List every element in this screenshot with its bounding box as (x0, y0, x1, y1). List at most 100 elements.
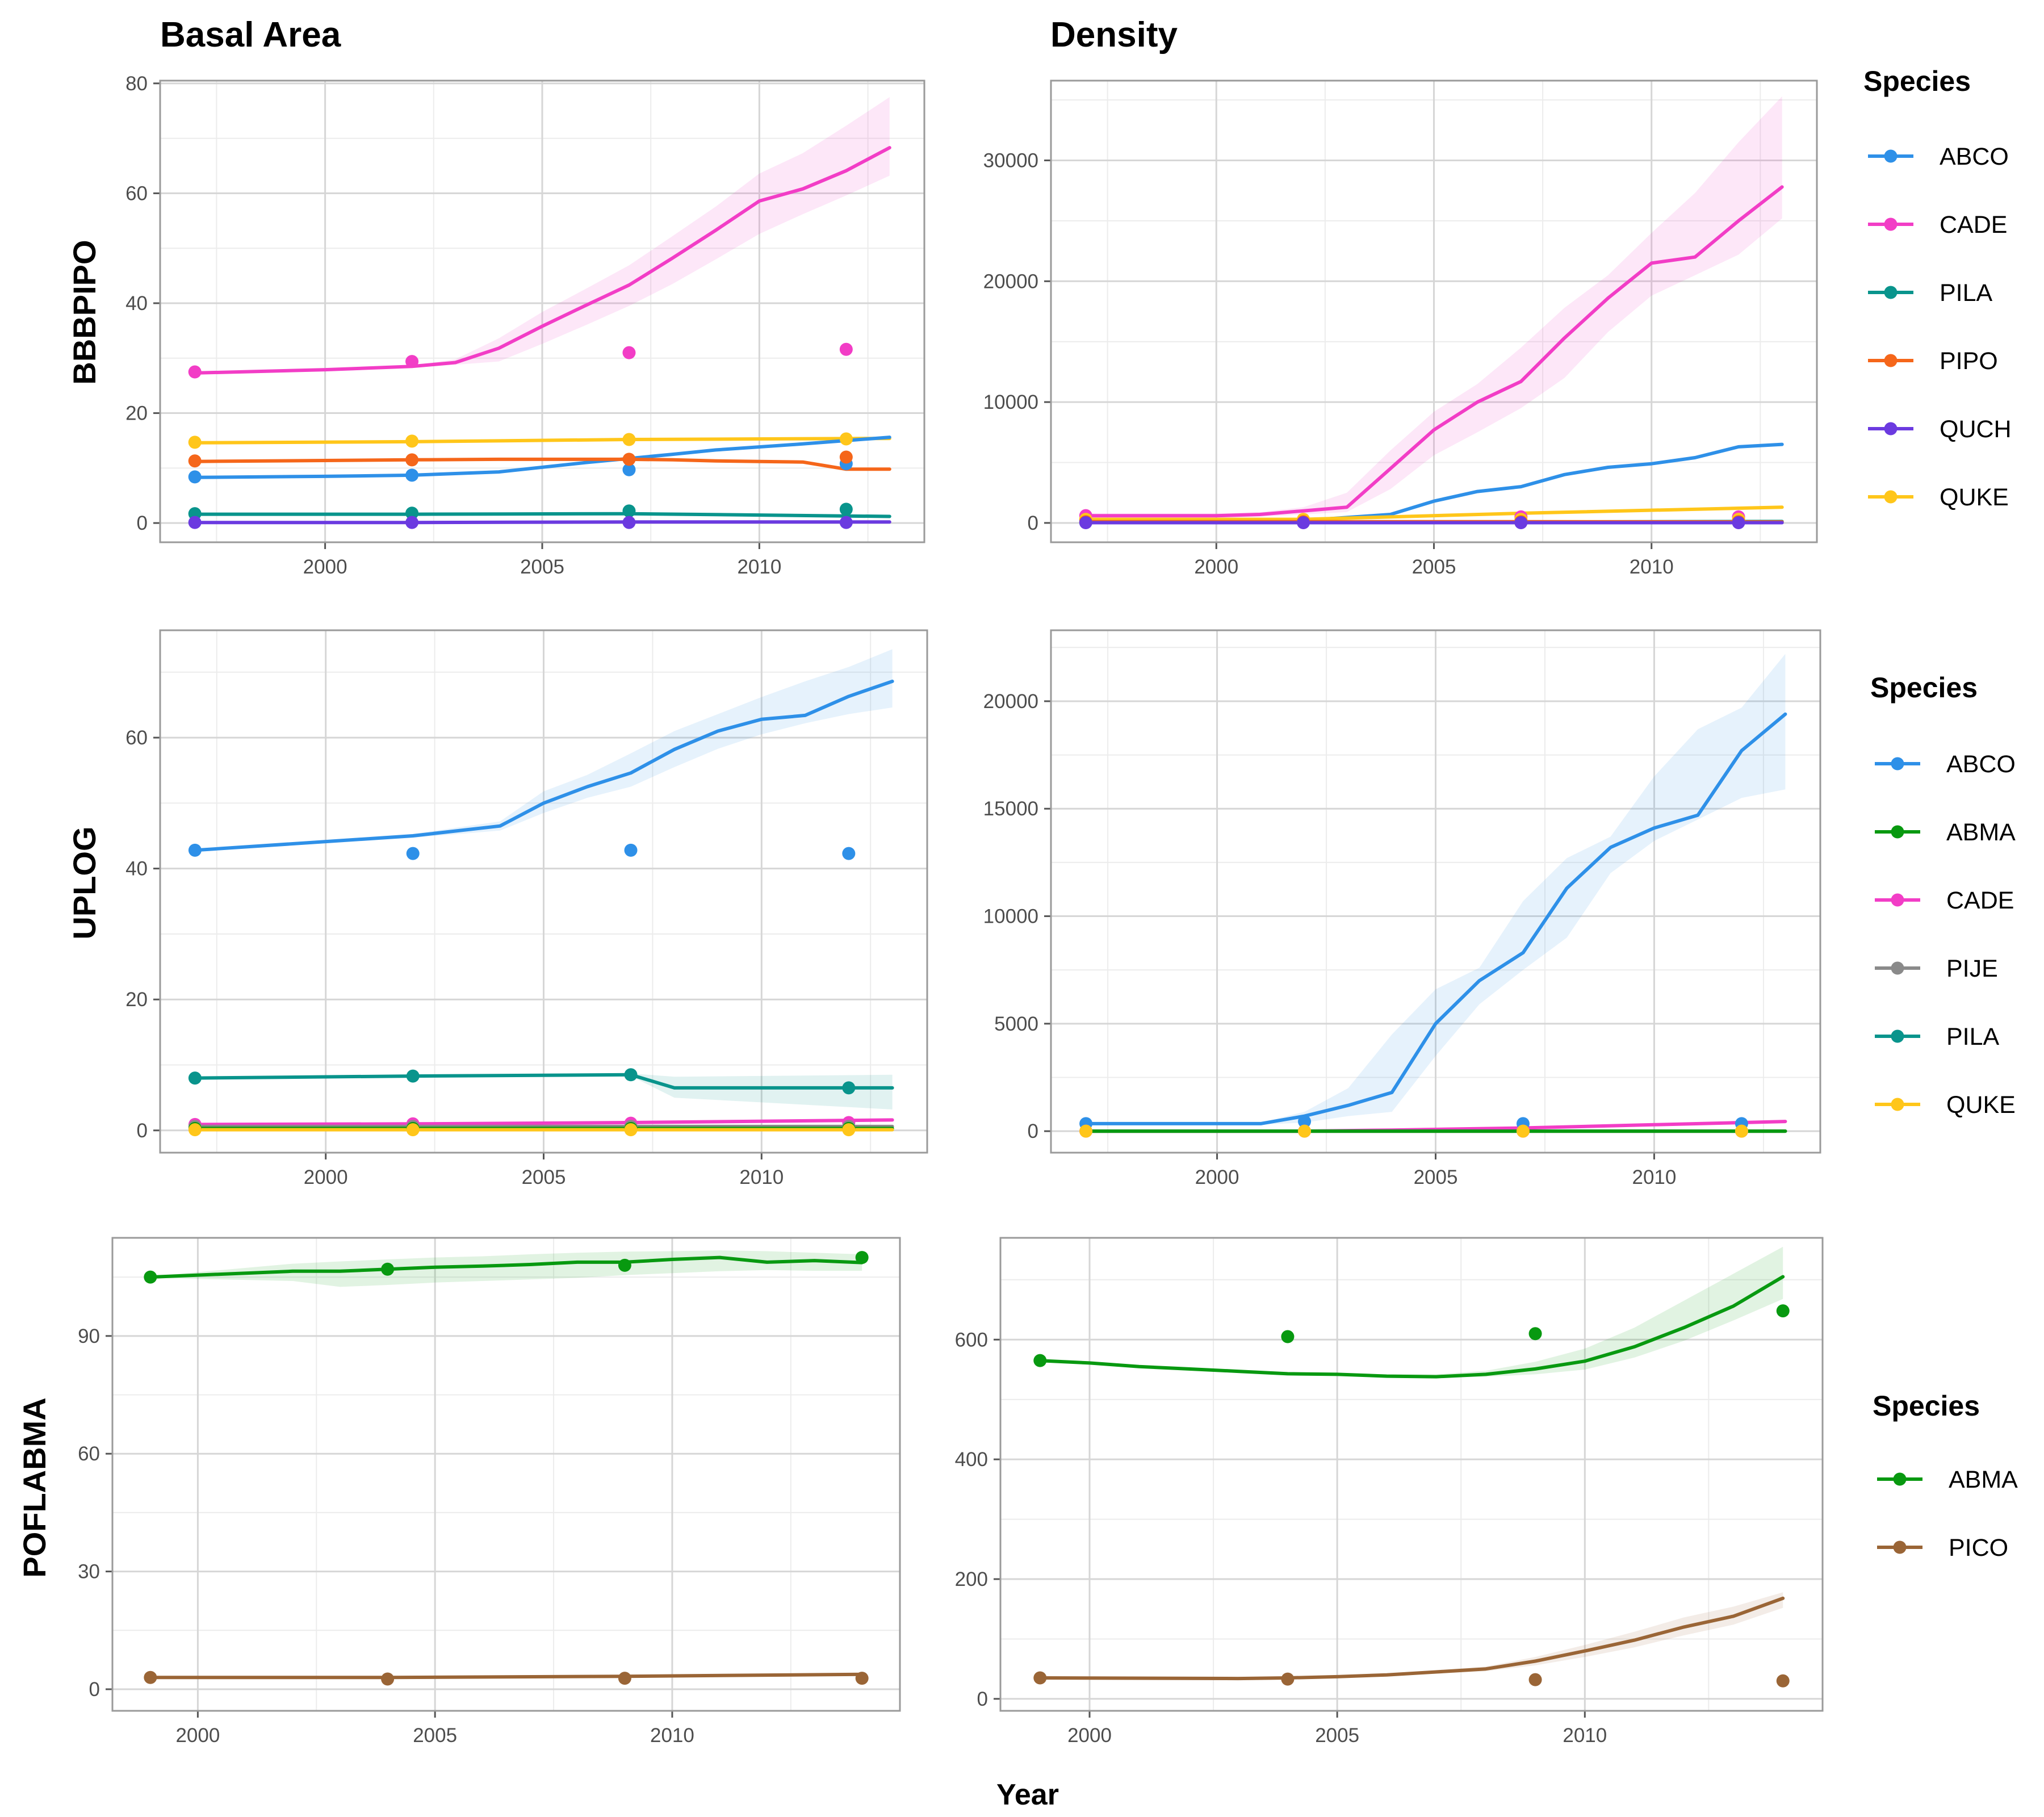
point-quke (1516, 1124, 1530, 1138)
point-pipo (622, 453, 636, 466)
point-abco (842, 847, 856, 860)
point-pico (1776, 1674, 1790, 1688)
legend-label-pije: PIJE (1946, 955, 1998, 982)
y-tick-label: 30 (78, 1561, 100, 1583)
legend-swatch-point (1891, 893, 1904, 907)
line-cade (193, 1118, 894, 1127)
legend-title: Species (1873, 1390, 1980, 1422)
legend-label-abma: ABMA (1949, 1466, 2018, 1493)
x-tick-label: 2010 (1630, 556, 1674, 578)
point-abco (1298, 1115, 1312, 1128)
point-quke (839, 432, 853, 446)
y-tick-label: 10000 (983, 906, 1038, 928)
plot-area (112, 1238, 900, 1711)
x-tick-label: 2000 (1194, 556, 1238, 578)
x-tick-label: 2005 (1412, 556, 1456, 578)
line-abco (193, 679, 894, 852)
point-quch (1079, 516, 1092, 530)
line-cade (1084, 185, 1784, 518)
y-tick-label: 90 (78, 1325, 100, 1347)
legend-swatch-point (1884, 354, 1898, 367)
x-tick-label: 2000 (175, 1724, 220, 1747)
x-tick-label: 2005 (522, 1166, 566, 1188)
panel-border (1050, 79, 1818, 543)
point-quch (622, 516, 636, 529)
point-quke (405, 434, 419, 448)
point-quke (1079, 1124, 1093, 1138)
y-tick-label: 60 (125, 182, 148, 204)
legend-label-cade: CADE (1946, 887, 2014, 914)
line-cade (193, 146, 891, 375)
y-tick-label: 40 (125, 858, 148, 880)
point-cade (188, 365, 202, 379)
point-quke (406, 1123, 420, 1137)
legend-swatch-point (1884, 286, 1898, 299)
point-abco (188, 843, 202, 857)
line-abma (148, 1255, 864, 1279)
point-abco (405, 468, 419, 482)
column-title-density: Density (1050, 15, 1178, 55)
point-quke (188, 1123, 202, 1137)
band-abco (195, 649, 893, 852)
legend-title: Species (1863, 65, 1971, 97)
legend-label-abma: ABMA (1946, 819, 2016, 846)
y-tick-label: 0 (137, 512, 148, 534)
point-pila (839, 503, 853, 516)
legend-swatch-point (1893, 1540, 1907, 1554)
point-pico (618, 1672, 631, 1685)
point-quke (188, 436, 202, 449)
line-abco (1084, 712, 1787, 1125)
legend-swatch-point (1884, 149, 1898, 163)
band-pila (195, 1073, 893, 1110)
panel-poflabma-basal-area: 2000 2005 2010 0 30 60 90 (78, 1237, 901, 1747)
point-pico (144, 1671, 157, 1684)
legend: Species ABCO ABMA CADE PIJE PILA QUKE (1870, 672, 2016, 1119)
legend-swatch-point (1891, 1098, 1904, 1111)
point-quke (622, 433, 636, 446)
point-abma (144, 1270, 157, 1284)
y-tick-label: 15000 (983, 798, 1038, 820)
legend-label-pipo: PIPO (1940, 348, 1998, 375)
panel-bbbpipo-basal-area: 2000 2005 2010 0 20 40 60 80 (125, 73, 925, 578)
y-tick-label: 40 (125, 292, 148, 315)
point-pico (855, 1672, 869, 1685)
y-tick-label: 20000 (983, 690, 1038, 713)
legend-title: Species (1870, 672, 1978, 704)
legend-swatch-point (1884, 217, 1898, 231)
point-quke (842, 1123, 856, 1137)
point-pila (842, 1081, 856, 1095)
y-tick-label: 30000 (983, 149, 1038, 171)
row-title-bbbpipo: BBBPIPO (66, 240, 102, 384)
panel-uplog-basal-area: 2000 2005 2010 0 20 40 60 (125, 629, 928, 1188)
legend-swatch-point (1884, 422, 1898, 436)
x-tick-label: 2005 (1315, 1724, 1359, 1747)
point-abma (618, 1258, 631, 1272)
row-title-poflabma: POFLABMA (16, 1397, 52, 1577)
y-tick-label: 5000 (994, 1013, 1038, 1035)
legend-label-pico: PICO (1949, 1534, 2008, 1561)
y-tick-label: 0 (977, 1688, 988, 1710)
x-tick-label: 2010 (737, 556, 781, 578)
x-tick-label: 2005 (413, 1724, 457, 1747)
x-tick-label: 2000 (1067, 1724, 1112, 1747)
point-quch (1514, 516, 1528, 530)
x-tick-label: 2010 (739, 1166, 784, 1188)
y-tick-label: 0 (1028, 512, 1038, 534)
y-tick-label: 400 (955, 1448, 988, 1471)
point-abma (1528, 1327, 1542, 1341)
point-quke (1298, 1124, 1312, 1138)
point-quke (624, 1123, 638, 1137)
line-pipo (193, 457, 891, 471)
panel-border (111, 1237, 901, 1712)
y-tick-label: 60 (78, 1443, 100, 1465)
line-quke (193, 437, 891, 445)
line-pico (148, 1672, 864, 1680)
point-pico (1528, 1673, 1542, 1686)
x-tick-label: 2005 (520, 556, 564, 578)
line-pila (193, 512, 891, 518)
legend: Species ABCO CADE PILA PIPO QUCH QUKE (1863, 65, 2012, 511)
point-abco (622, 463, 636, 476)
y-tick-label: 200 (955, 1568, 988, 1590)
